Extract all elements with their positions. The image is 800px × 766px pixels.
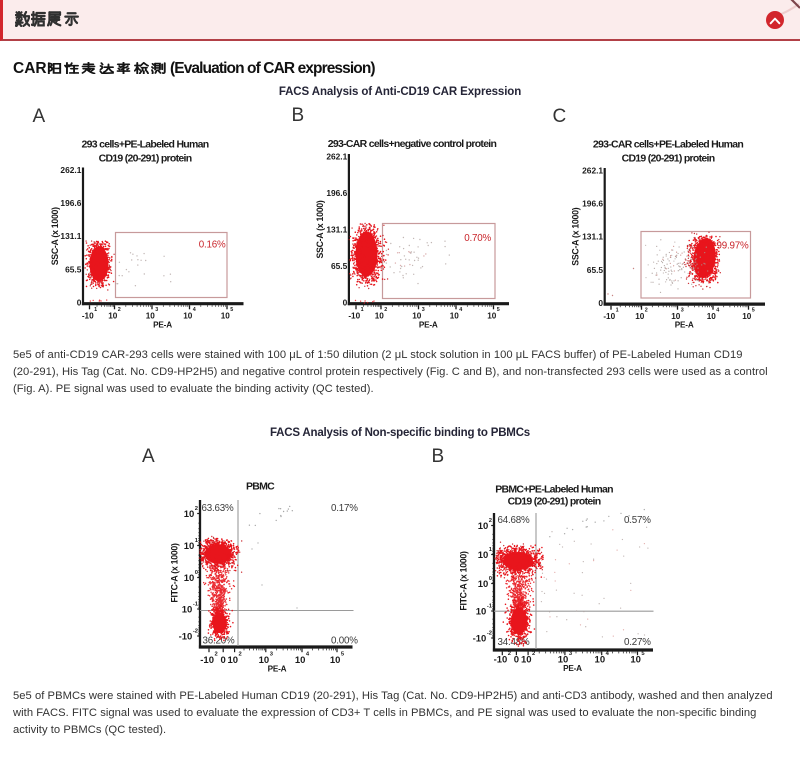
svg-text:100: 100 [478,576,492,590]
svg-text:PE-A: PE-A [675,321,694,330]
svg-text:PBMC+PE-Labeled Human: PBMC+PE-Labeled Human [495,484,613,496]
svg-text:0.27%: 0.27% [624,637,651,648]
svg-text:0: 0 [598,298,603,308]
svg-text:65.5: 65.5 [587,265,604,275]
svg-text:-102: -102 [494,651,511,666]
svg-text:102: 102 [184,506,198,520]
svg-text:34.48%: 34.48% [498,637,531,648]
svg-text:196.6: 196.6 [582,199,603,209]
svg-text:0.57%: 0.57% [624,515,651,526]
svg-text:196.6: 196.6 [60,198,81,208]
svg-text:PE-A: PE-A [153,320,172,329]
svg-text:0: 0 [514,655,519,666]
svg-text:SSC-A (x 1000): SSC-A (x 1000) [571,207,581,265]
svg-text:-102: -102 [200,652,217,667]
svg-text:CD19 (20-291) protein: CD19 (20-291) protein [99,153,192,165]
svg-text:PE-A: PE-A [268,665,287,674]
svg-text:100: 100 [184,570,198,584]
svg-text:293-CAR cells+PE-Labeled Human: 293-CAR cells+PE-Labeled Human [593,139,744,151]
svg-text:0.00%: 0.00% [331,635,358,646]
svg-text:0: 0 [343,298,348,308]
svg-text:CD19 (20-291) protein: CD19 (20-291) protein [508,496,601,508]
svg-text:65.5: 65.5 [65,264,82,274]
svg-text:PE-A: PE-A [419,320,438,329]
svg-text:-10-2: -10-2 [473,631,492,645]
svg-text:-10-2: -10-2 [179,629,198,643]
svg-text:SSC-A (x 1000): SSC-A (x 1000) [50,207,60,265]
svg-text:262.1: 262.1 [60,165,81,175]
svg-text:0.16%: 0.16% [199,240,226,251]
svg-text:0: 0 [77,297,82,307]
svg-text:10-1: 10-1 [476,604,493,618]
svg-text:262.1: 262.1 [582,166,603,176]
svg-text:63.63%: 63.63% [202,503,235,514]
svg-text:105: 105 [330,652,345,667]
svg-text:101: 101 [184,538,199,552]
svg-text:102: 102 [478,518,492,532]
svg-text:64.68%: 64.68% [498,515,531,526]
svg-text:36.20%: 36.20% [203,635,236,646]
svg-text:PBMC: PBMC [246,481,275,493]
svg-text:99.97%: 99.97% [716,241,749,252]
svg-text:131.1: 131.1 [582,232,603,242]
svg-text:293-CAR cells+negative control: 293-CAR cells+negative control protein [328,138,497,150]
svg-text:10-1: 10-1 [182,602,199,616]
svg-text:FITC-A (x 1000): FITC-A (x 1000) [459,551,469,611]
svg-text:131.1: 131.1 [326,225,347,235]
svg-text:0.70%: 0.70% [464,233,491,244]
svg-text:196.6: 196.6 [326,188,347,198]
svg-text:131.1: 131.1 [60,231,81,241]
svg-text:102: 102 [227,652,241,667]
svg-text:SSC-A (x 1000): SSC-A (x 1000) [315,200,325,258]
svg-text:262.1: 262.1 [326,152,347,162]
svg-text:CD19 (20-291) protein: CD19 (20-291) protein [622,153,715,165]
svg-text:PE-A: PE-A [563,664,582,673]
svg-text:101: 101 [478,547,493,561]
svg-text:104: 104 [295,652,310,667]
svg-text:FITC-A (x 1000): FITC-A (x 1000) [170,543,180,603]
svg-text:0.17%: 0.17% [331,503,358,514]
svg-text:65.5: 65.5 [331,261,348,271]
svg-text:0: 0 [221,655,226,666]
svg-text:293 cells+PE-Labeled Human: 293 cells+PE-Labeled Human [82,139,209,151]
